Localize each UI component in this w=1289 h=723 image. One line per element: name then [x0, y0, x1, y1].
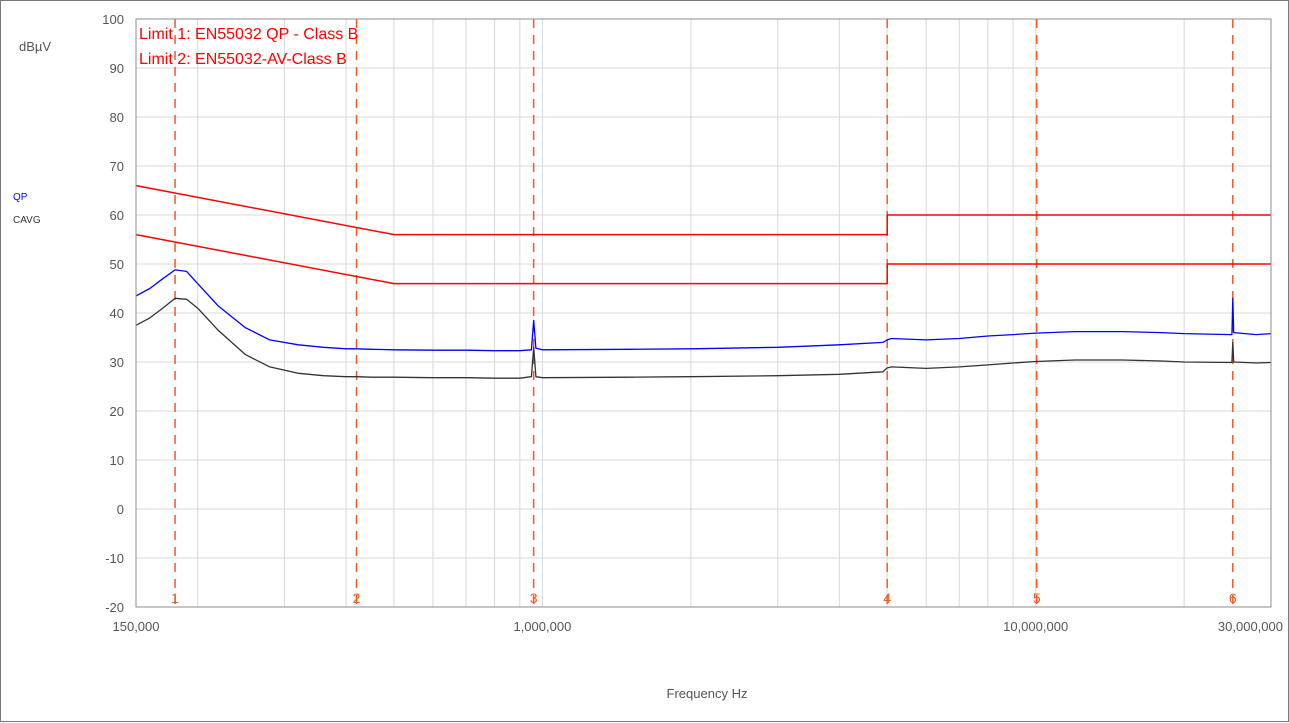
x-tick-label: 30,000,000 — [1218, 619, 1283, 634]
x-tick-label: 1,000,000 — [513, 619, 571, 634]
x-axis-label: Frequency Hz — [667, 686, 748, 701]
y-tick-label: -10 — [105, 551, 124, 566]
y-tick-label: 20 — [110, 404, 124, 419]
marker-label: 6 — [1229, 590, 1237, 606]
y-tick-label: 60 — [110, 208, 124, 223]
marker-label: 5 — [1033, 590, 1041, 606]
legend-limit-2: Limit 2: EN55032-AV-Class B — [139, 51, 347, 68]
series-line-limit-2-en55032-av-class-b — [136, 235, 1271, 284]
marker-label: 4 — [883, 590, 891, 606]
legend-limit-1: Limit 1: EN55032 QP - Class B — [139, 26, 358, 43]
y-tick-label: 30 — [110, 355, 124, 370]
x-tick-labels: 150,000 1,000,000 10,000,000 30,000,000 — [113, 619, 1284, 634]
x-tick-label: 150,000 — [113, 619, 160, 634]
trace-label-qp: QP — [13, 192, 28, 203]
y-tick-label: 70 — [110, 159, 124, 174]
y-tick-label: 90 — [110, 61, 124, 76]
series-line-qp — [136, 270, 1271, 351]
series-line-cavg — [136, 298, 1271, 378]
y-tick-label: 10 — [110, 453, 124, 468]
y-tick-label: 50 — [110, 257, 124, 272]
y-tick-label: 80 — [110, 110, 124, 125]
marker-label: 2 — [353, 590, 361, 606]
marker-labels: 1 2 3 4 5 6 — [171, 590, 1237, 606]
series-line-limit-1-en55032-qp-class-b — [136, 186, 1271, 235]
y-tick-label: -20 — [105, 600, 124, 615]
y-axis-unit: dBµV — [19, 39, 51, 54]
y-tick-label: 0 — [117, 502, 124, 517]
y-tick-label: 100 — [102, 12, 124, 27]
marker-label: 3 — [530, 590, 538, 606]
series-lines — [136, 186, 1271, 379]
y-tick-label: 40 — [110, 306, 124, 321]
trace-label-cavg: CAVG — [13, 215, 41, 226]
grid — [136, 19, 1271, 607]
y-tick-labels: -20 -10 0 10 20 30 40 50 60 70 80 90 100 — [102, 12, 124, 615]
x-tick-label: 10,000,000 — [1003, 619, 1068, 634]
marker-label: 1 — [171, 590, 179, 606]
